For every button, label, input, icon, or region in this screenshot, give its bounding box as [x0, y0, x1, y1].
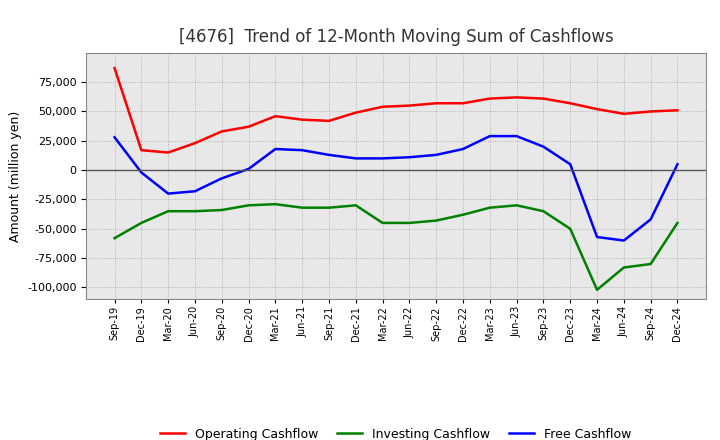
Investing Cashflow	[271, 202, 279, 207]
Investing Cashflow	[298, 205, 307, 210]
Free Cashflow	[244, 166, 253, 172]
Free Cashflow	[191, 189, 199, 194]
Y-axis label: Amount (million yen): Amount (million yen)	[9, 110, 22, 242]
Free Cashflow	[137, 170, 145, 175]
Free Cashflow	[539, 144, 548, 149]
Free Cashflow	[325, 152, 333, 158]
Free Cashflow	[110, 135, 119, 140]
Investing Cashflow	[485, 205, 494, 210]
Investing Cashflow	[405, 220, 414, 226]
Free Cashflow	[351, 156, 360, 161]
Investing Cashflow	[593, 287, 601, 293]
Operating Cashflow	[191, 140, 199, 146]
Investing Cashflow	[217, 207, 226, 213]
Operating Cashflow	[110, 66, 119, 71]
Free Cashflow	[298, 147, 307, 153]
Free Cashflow	[378, 156, 387, 161]
Operating Cashflow	[378, 104, 387, 110]
Operating Cashflow	[673, 108, 682, 113]
Free Cashflow	[485, 133, 494, 139]
Operating Cashflow	[164, 150, 173, 155]
Operating Cashflow	[244, 124, 253, 129]
Investing Cashflow	[325, 205, 333, 210]
Investing Cashflow	[619, 265, 628, 270]
Operating Cashflow	[485, 96, 494, 101]
Free Cashflow	[513, 133, 521, 139]
Operating Cashflow	[513, 95, 521, 100]
Investing Cashflow	[647, 261, 655, 267]
Investing Cashflow	[513, 203, 521, 208]
Operating Cashflow	[593, 106, 601, 112]
Free Cashflow	[271, 147, 279, 152]
Investing Cashflow	[566, 226, 575, 231]
Operating Cashflow	[217, 129, 226, 134]
Investing Cashflow	[244, 203, 253, 208]
Line: Operating Cashflow: Operating Cashflow	[114, 68, 678, 153]
Free Cashflow	[566, 161, 575, 167]
Investing Cashflow	[191, 209, 199, 214]
Operating Cashflow	[405, 103, 414, 108]
Operating Cashflow	[271, 114, 279, 119]
Operating Cashflow	[619, 111, 628, 117]
Operating Cashflow	[459, 101, 467, 106]
Investing Cashflow	[164, 209, 173, 214]
Investing Cashflow	[110, 235, 119, 241]
Investing Cashflow	[459, 212, 467, 217]
Free Cashflow	[673, 161, 682, 167]
Legend: Operating Cashflow, Investing Cashflow, Free Cashflow: Operating Cashflow, Investing Cashflow, …	[156, 423, 636, 440]
Investing Cashflow	[673, 220, 682, 226]
Title: [4676]  Trend of 12-Month Moving Sum of Cashflows: [4676] Trend of 12-Month Moving Sum of C…	[179, 28, 613, 46]
Free Cashflow	[432, 152, 441, 158]
Investing Cashflow	[137, 220, 145, 226]
Investing Cashflow	[539, 209, 548, 214]
Operating Cashflow	[566, 101, 575, 106]
Operating Cashflow	[647, 109, 655, 114]
Free Cashflow	[647, 217, 655, 222]
Line: Free Cashflow: Free Cashflow	[114, 136, 678, 241]
Operating Cashflow	[298, 117, 307, 122]
Operating Cashflow	[137, 147, 145, 153]
Investing Cashflow	[378, 220, 387, 226]
Operating Cashflow	[325, 118, 333, 124]
Free Cashflow	[164, 191, 173, 196]
Operating Cashflow	[539, 96, 548, 101]
Line: Investing Cashflow: Investing Cashflow	[114, 204, 678, 290]
Free Cashflow	[593, 235, 601, 240]
Free Cashflow	[459, 147, 467, 152]
Free Cashflow	[619, 238, 628, 243]
Free Cashflow	[405, 154, 414, 160]
Investing Cashflow	[351, 203, 360, 208]
Operating Cashflow	[432, 101, 441, 106]
Investing Cashflow	[432, 218, 441, 223]
Operating Cashflow	[351, 110, 360, 115]
Free Cashflow	[217, 176, 226, 181]
